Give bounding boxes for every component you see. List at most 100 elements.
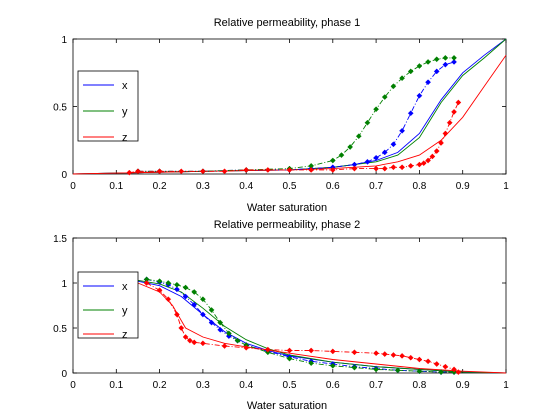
x-tick-label: 0.8 — [412, 181, 426, 192]
y-tick-label: 1 — [61, 279, 67, 290]
data-point-y — [416, 63, 423, 69]
y-tick-label: 0.5 — [53, 103, 67, 114]
data-point-z — [308, 347, 315, 354]
data-point-z — [433, 148, 440, 154]
data-point-z — [286, 347, 293, 354]
data-point-z — [455, 369, 462, 375]
data-point-y — [329, 157, 336, 164]
data-point-y — [338, 152, 345, 158]
x-axis-label: Water saturation — [247, 202, 327, 214]
y-tick-label: 0 — [61, 369, 67, 380]
data-point-z — [264, 167, 271, 173]
data-point-x — [407, 110, 414, 117]
data-point-z — [221, 343, 228, 349]
legend-box — [77, 271, 139, 339]
data-point-x — [373, 154, 379, 161]
data-point-y — [373, 366, 379, 373]
x-tick-label: 0.8 — [412, 380, 426, 391]
data-point-z — [187, 337, 193, 344]
series-line-z — [72, 54, 507, 175]
data-point-y — [286, 355, 293, 362]
data-point-z — [390, 352, 397, 358]
data-point-y — [438, 369, 444, 375]
data-point-z — [390, 164, 397, 171]
subplot-phase-2: Relative permeability, phase 2 0 0.1 0.2 0.… — [53, 219, 509, 412]
data-point-y — [174, 281, 180, 288]
data-point-y — [373, 106, 379, 113]
data-point-z — [399, 353, 405, 359]
data-point-z — [243, 167, 250, 173]
legend-entry-y: y — [122, 106, 128, 118]
x-tick-label: 0.2 — [153, 181, 167, 192]
data-point-x — [200, 311, 206, 318]
x-tick-label: 0.2 — [153, 380, 167, 391]
data-point-z — [351, 349, 358, 356]
series-line-z — [129, 102, 459, 174]
x-tick-label: 0 — [70, 380, 76, 391]
data-point-x — [416, 92, 423, 99]
data-point-z — [420, 160, 427, 167]
data-point-z — [407, 163, 414, 169]
data-point-z — [191, 339, 198, 346]
data-point-x — [174, 286, 180, 293]
data-point-x — [399, 127, 405, 134]
data-point-z — [329, 348, 336, 355]
data-point-y — [355, 133, 362, 140]
x-tick-label: 0 — [70, 181, 76, 192]
data-point-y — [394, 367, 401, 374]
data-point-z — [429, 153, 436, 160]
chart-title: Relative permeability, phase 1 — [214, 17, 361, 29]
data-point-z — [438, 140, 444, 146]
x-tick-label: 1 — [503, 181, 509, 192]
data-point-z — [407, 354, 414, 361]
data-point-z — [156, 168, 163, 175]
data-point-y — [156, 278, 163, 285]
data-point-y — [399, 75, 405, 82]
data-point-z — [126, 169, 133, 176]
chart-title: Relative permeability, phase 2 — [214, 219, 361, 231]
data-point-x — [208, 319, 215, 326]
data-point-z — [143, 280, 150, 286]
data-point-z — [451, 109, 457, 115]
x-tick-label: 0.9 — [456, 380, 470, 391]
data-point-z — [425, 157, 431, 164]
x-tick-label: 0.1 — [109, 181, 123, 192]
subplot-phase-1: Relative permeability, phase 1 0 0.1 0.2 0.… — [53, 17, 509, 214]
x-tick-label: 0.5 — [283, 181, 297, 192]
data-point-z — [416, 161, 423, 168]
data-point-z — [286, 167, 293, 173]
data-point-y — [208, 307, 215, 313]
data-point-y — [407, 68, 414, 75]
data-point-y — [234, 337, 241, 344]
legend-box — [77, 70, 139, 142]
data-point-z — [182, 334, 189, 340]
data-point-y — [347, 144, 354, 150]
x-tick-label: 0.1 — [109, 380, 123, 391]
legend-entry-z: z — [122, 329, 128, 341]
data-point-x — [433, 68, 440, 75]
data-point-z — [373, 165, 379, 172]
data-point-y — [217, 319, 224, 326]
series-line-x — [146, 278, 454, 373]
data-point-y — [225, 330, 232, 337]
data-point-y — [329, 362, 336, 369]
data-point-z — [200, 340, 206, 347]
data-point-z — [381, 165, 388, 172]
x-tick-label: 0.4 — [239, 380, 253, 391]
data-point-z — [373, 350, 379, 357]
legend-entry-z: z — [122, 132, 128, 144]
data-point-x — [390, 141, 397, 148]
data-point-y — [433, 56, 440, 63]
data-point-y — [200, 296, 206, 303]
data-point-y — [191, 289, 198, 295]
data-point-x — [191, 301, 198, 308]
data-point-y — [308, 360, 315, 366]
data-point-z — [308, 167, 315, 173]
data-point-z — [442, 363, 449, 370]
y-tick-label: 1.5 — [53, 234, 67, 245]
data-point-z — [446, 119, 453, 126]
data-point-x — [425, 79, 431, 86]
x-tick-label: 1 — [503, 380, 509, 391]
x-tick-label: 0.6 — [326, 181, 340, 192]
